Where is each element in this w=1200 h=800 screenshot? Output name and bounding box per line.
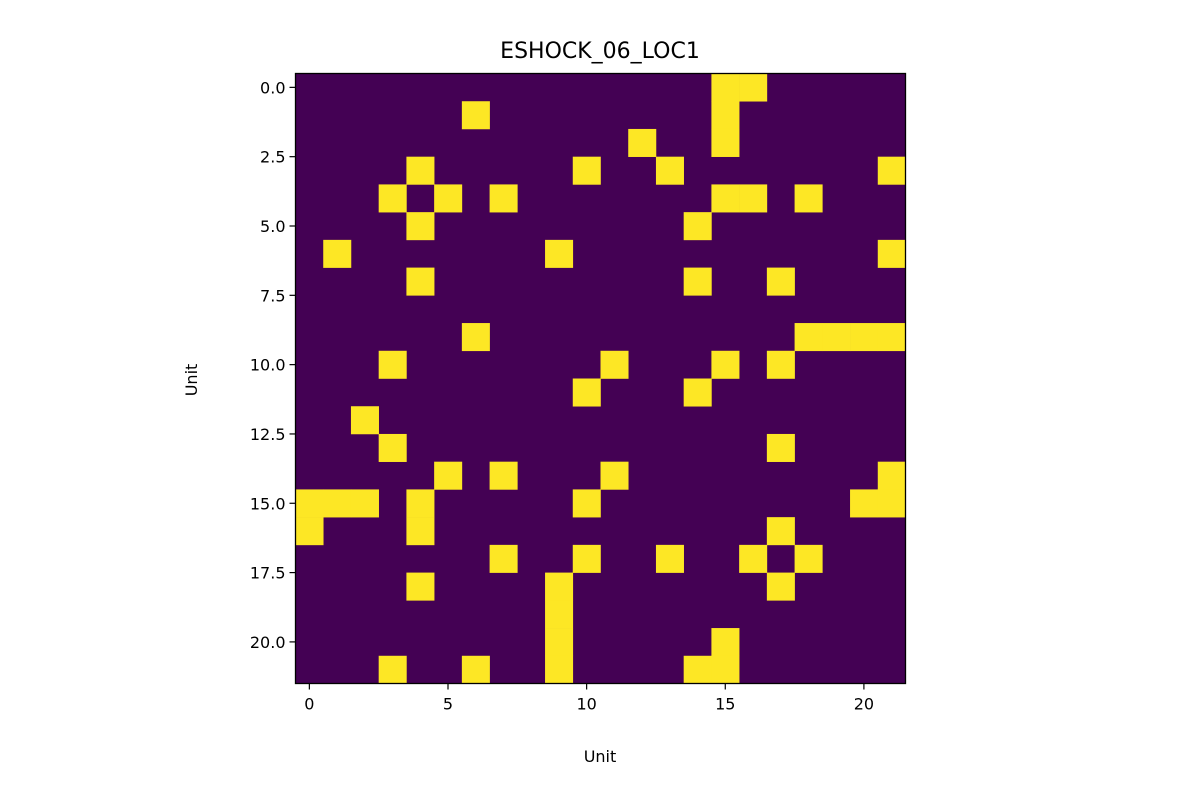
heatmap-cell (739, 73, 768, 102)
heatmap-cell (655, 544, 684, 573)
heatmap-cell (545, 572, 574, 601)
heatmap-cell (295, 517, 324, 546)
heatmap-cell (794, 184, 823, 213)
x-tick-label: 0 (304, 695, 314, 714)
heatmap-cell (378, 350, 407, 379)
y-tick-label: 20.0 (250, 633, 286, 652)
x-axis-ticks: 0 5 10 15 20 (304, 683, 874, 714)
heatmap-cell (545, 600, 574, 629)
heatmap-cell (877, 323, 906, 352)
heatmap-cell (683, 655, 712, 684)
heatmap-cell (295, 489, 324, 518)
x-tick-label: 5 (443, 695, 453, 714)
heatmap-cell (711, 350, 740, 379)
y-tick-label: 10.0 (250, 356, 286, 375)
x-tick-label: 10 (576, 695, 596, 714)
heatmap-cell (600, 350, 629, 379)
heatmap-cell (406, 489, 435, 518)
heatmap-cell (711, 101, 740, 130)
heatmap-cell (406, 267, 435, 296)
heatmap-cell (850, 489, 879, 518)
y-tick-label: 12.5 (250, 425, 286, 444)
heatmap-cell (711, 655, 740, 684)
heatmap-cell (711, 73, 740, 102)
heatmap-cell (572, 378, 601, 407)
heatmap-cell (766, 267, 795, 296)
y-tick-label: 17.5 (250, 564, 286, 583)
heatmap-cell (711, 628, 740, 657)
heatmap-cell (766, 433, 795, 462)
heatmap-cell (489, 184, 518, 213)
heatmap-cell (683, 267, 712, 296)
chart-title: ESHOCK_06_LOC1 (500, 39, 700, 64)
heatmap-cell (822, 323, 851, 352)
heatmap-cell (545, 655, 574, 684)
heatmap-cell (406, 156, 435, 185)
y-axis-ticks: 0.0 2.5 5.0 7.5 10.0 12.5 15.0 17.5 20.0 (250, 78, 296, 652)
heatmap-cell (877, 461, 906, 490)
y-tick-label: 2.5 (260, 148, 285, 167)
heatmap-cell (434, 461, 463, 490)
heatmap-cell (600, 461, 629, 490)
x-tick-label: 20 (854, 695, 874, 714)
plot-frame (294, 72, 907, 685)
heatmap-cell (378, 433, 407, 462)
heatmap-cell (572, 489, 601, 518)
x-tick-label: 15 (715, 695, 735, 714)
heatmap-cell (323, 489, 352, 518)
heatmap-cell (850, 323, 879, 352)
heatmap-cell (461, 655, 490, 684)
heatmap-cell (461, 323, 490, 352)
y-tick-label: 15.0 (250, 494, 286, 513)
heatmap-cell (489, 544, 518, 573)
heatmap-cell (545, 239, 574, 268)
heatmap-cell (683, 212, 712, 241)
heatmap-cell (739, 184, 768, 213)
heatmap-cell (683, 378, 712, 407)
heatmap-cell (628, 128, 657, 157)
plot-area (294, 72, 907, 685)
heatmap-cell (378, 655, 407, 684)
heatmap-cell (766, 572, 795, 601)
heatmap-cell (350, 406, 379, 435)
y-tick-label: 0.0 (260, 78, 285, 97)
heatmap-cell (572, 156, 601, 185)
heatmap-cell (406, 212, 435, 241)
heatmap-cell (461, 101, 490, 130)
heatmap-cell (434, 184, 463, 213)
heatmap-cell (794, 323, 823, 352)
heatmap-cell (766, 350, 795, 379)
heatmap-cell (323, 239, 352, 268)
y-tick-label: 7.5 (260, 286, 285, 305)
heatmap-cell (489, 461, 518, 490)
heatmap-cell (711, 184, 740, 213)
heatmap-cell (406, 572, 435, 601)
heatmap-cell (877, 489, 906, 518)
heatmap-cell (739, 544, 768, 573)
heatmap-cell (350, 489, 379, 518)
heatmap-cell (545, 628, 574, 657)
heatmap-cell (378, 184, 407, 213)
heatmap-cell (766, 517, 795, 546)
heatmap-cell (877, 239, 906, 268)
heatmap-cell (406, 517, 435, 546)
heatmap-cell (655, 156, 684, 185)
heatmap-cell (572, 544, 601, 573)
y-axis-label: Unit (182, 364, 201, 397)
heatmap-cells (295, 73, 906, 684)
heatmap-cell (794, 544, 823, 573)
y-tick-label: 5.0 (260, 217, 285, 236)
x-axis-label: Unit (584, 747, 617, 766)
heatmap-cell (877, 156, 906, 185)
heatmap-cell (711, 128, 740, 157)
